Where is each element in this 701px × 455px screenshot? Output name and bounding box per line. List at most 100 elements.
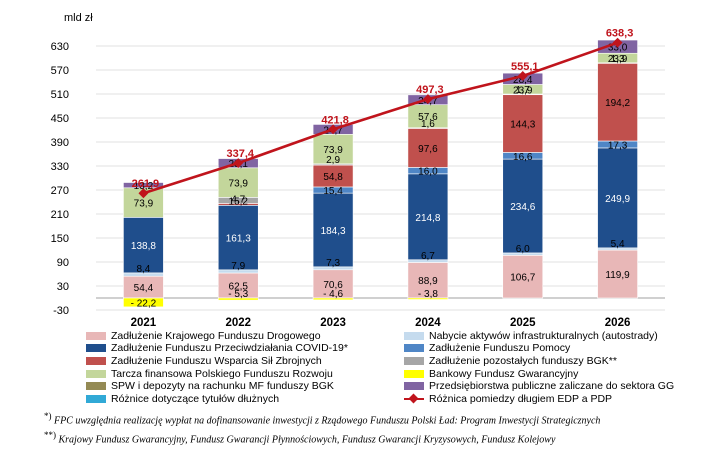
data-label: 17,3 — [608, 140, 628, 151]
bar-segment — [597, 63, 638, 142]
data-label: 57,6 — [418, 112, 438, 123]
legend-label: SPW i depozyty na rachunku MF funduszy B… — [111, 380, 334, 393]
line-marker — [138, 188, 149, 199]
legend-item: Różnice dotyczące tytułów dłużnych — [86, 393, 404, 405]
data-label: 5,4 — [611, 239, 625, 250]
x-tick-label: 2021 — [131, 317, 157, 329]
legend-label: Zadłużenie pozostałych funduszy BGK** — [429, 354, 617, 367]
legend-item: Zadłużenie Funduszu Pomocy — [404, 342, 676, 354]
legend-label: Przedsiębiorstwa publiczne zaliczane do … — [429, 380, 675, 393]
x-tick-label: 2024 — [415, 317, 441, 329]
footnote-2: **) Krajowy Fundusz Gwarancyjny, Fundusz… — [44, 430, 555, 445]
legend-item: Zadłużenie Funduszu Wsparcia Sił Zbrojny… — [86, 355, 404, 367]
bar-segment — [217, 205, 259, 271]
x-tick-label: 2022 — [225, 317, 251, 329]
legend-item: Bankowy Fundusz Gwarancyjny — [404, 368, 676, 380]
bar-segment — [502, 94, 544, 153]
data-label: 119,9 — [605, 270, 630, 281]
legend-item: Zadłużenie Krajowego Funduszu Drogowego — [86, 330, 404, 342]
data-label: 13,2 — [134, 181, 154, 192]
data-label: 184,3 — [321, 226, 346, 237]
data-label: - 3,8 — [418, 289, 438, 300]
y-tick-label: 90 — [57, 257, 69, 269]
bar-segment — [312, 192, 354, 268]
data-label: 7,3 — [326, 258, 340, 269]
data-label: 1,7 — [516, 85, 530, 96]
y-tick-label: 270 — [51, 185, 69, 197]
line-label: 337,4 — [226, 148, 254, 160]
bar-segment — [312, 134, 354, 165]
data-label: 54,4 — [134, 283, 154, 294]
edp-pdp-line: 261,9 337,4 421,8 497,3 555,1 638,3 — [132, 28, 634, 199]
line-label: 261,9 — [132, 178, 160, 190]
legend-label: Zadłużenie Krajowego Funduszu Drogowego — [111, 329, 321, 342]
y-tick-label: 450 — [51, 113, 69, 125]
data-label: - 4,6 — [323, 289, 343, 300]
bar-segment — [312, 269, 354, 299]
legend-swatch — [86, 369, 106, 378]
data-label: 73,9 — [323, 145, 343, 156]
data-label: 1,6 — [421, 119, 435, 130]
data-labels: 54,4 8,4 138,8 73,9 - 22,2 13,2 62,5 7,9 161,3 4,… — [131, 43, 631, 310]
data-label: 8,4 — [136, 264, 150, 275]
data-label: 214,8 — [415, 213, 440, 224]
data-label: 194,2 — [605, 98, 630, 109]
edp-pdp-line-path — [143, 41, 619, 195]
gridlines — [96, 45, 665, 311]
legend-swatch — [404, 369, 424, 378]
data-label: 144,3 — [510, 120, 535, 131]
legend-swatch — [86, 382, 106, 391]
data-label: 15,2 — [229, 196, 249, 207]
data-label: 106,7 — [510, 273, 535, 284]
bar-segment — [407, 173, 449, 261]
line-label: 421,8 — [321, 114, 349, 126]
line-marker — [517, 71, 528, 81]
legend-swatch — [404, 331, 424, 340]
data-label: 6,7 — [421, 251, 435, 262]
bar-segment — [123, 217, 164, 274]
y-tick-label: -30 — [53, 305, 69, 317]
line-label: 638,3 — [606, 28, 634, 40]
stacked-bar-chart: -30 30 90 150 210 270 330 390 450 510 570 630 mld z… — [51, 12, 665, 329]
data-label: - 5,3 — [228, 289, 248, 300]
legend-item: Zadłużenie pozostałych funduszy BGK** — [404, 355, 676, 367]
legend-label: Bankowy Fundusz Gwarancyjny — [429, 367, 579, 380]
bar-segment — [502, 255, 544, 299]
bar-segment — [407, 297, 449, 300]
bar-segment — [123, 297, 164, 308]
legend-swatch — [86, 331, 106, 340]
data-label: 138,8 — [131, 241, 156, 252]
line-marker — [233, 158, 244, 168]
data-label: 70,6 — [323, 280, 343, 291]
y-tick-label: 570 — [51, 65, 69, 77]
data-label: 23,9 — [513, 85, 533, 96]
data-label: 4,7 — [231, 194, 245, 205]
legend-label: Zadłużenie Funduszu Przeciwdziałania COV… — [111, 342, 348, 355]
legend-label: Nabycie aktywów infrastrukturalnych (aut… — [429, 329, 658, 342]
bar-segment — [123, 182, 164, 189]
legend-item: Przedsiębiorstwa publiczne zaliczane do … — [404, 380, 676, 392]
legend-swatch — [404, 397, 424, 400]
legend-label: Różnice dotyczące tytułów dłużnych — [111, 392, 280, 405]
x-tick-label: 2025 — [510, 317, 536, 329]
footnote-1-text: FPC uwzględnia realizację wypłat na dofi… — [54, 415, 601, 427]
bar-segment — [407, 128, 449, 168]
data-label: 88,9 — [418, 276, 438, 287]
legend-swatch — [86, 394, 106, 403]
data-label: 249,9 — [605, 194, 630, 205]
data-label: 16,0 — [418, 167, 438, 178]
footnote-1-mark: *) — [44, 411, 52, 421]
data-label: 73,9 — [134, 199, 154, 210]
bars — [123, 39, 638, 308]
y-tick-label: 150 — [51, 233, 69, 245]
data-label: 54,8 — [323, 172, 343, 183]
legend-label: Różnica pomiedzy długiem EDP a PDP — [429, 392, 613, 405]
y-tick-label: 390 — [51, 137, 69, 149]
legend-item: Nabycie aktywów infrastrukturalnych (aut… — [404, 330, 676, 342]
x-tick-label: 2026 — [605, 317, 631, 329]
line-marker — [612, 37, 623, 48]
y-axis-unit-label: mld zł — [64, 12, 93, 24]
legend-item: Zadłużenie Funduszu Przeciwdziałania COV… — [86, 342, 404, 355]
legend-item: SPW i depozyty na rachunku MF funduszy B… — [86, 380, 404, 392]
legend-swatch — [86, 344, 106, 353]
